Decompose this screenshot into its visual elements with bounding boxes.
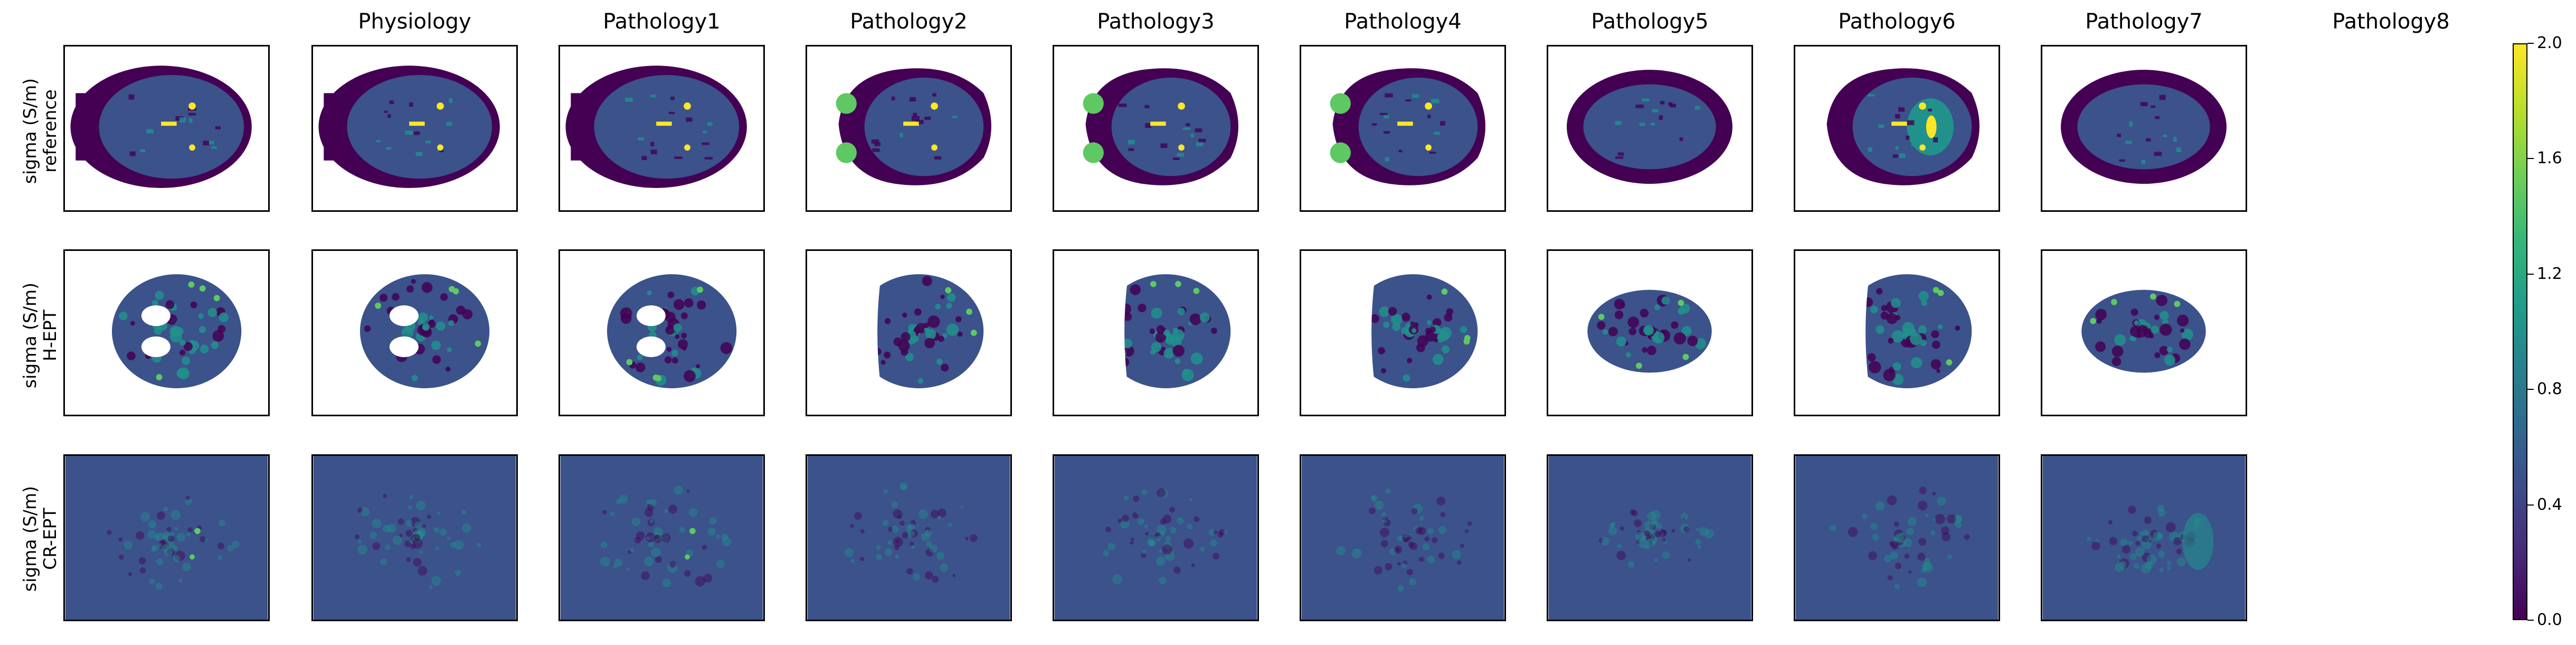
row-label-method: reference xyxy=(40,89,61,173)
panel-cr-ept-5 xyxy=(1053,454,1259,621)
conductivity-map xyxy=(1085,251,1231,415)
conductivity-map xyxy=(1332,251,1478,415)
column-title-physiology: Physiology xyxy=(358,10,471,34)
panel-reference-1 xyxy=(63,45,270,212)
conductivity-map xyxy=(318,66,500,188)
panel-cr-ept-3 xyxy=(558,454,765,621)
conductivity-map xyxy=(1548,456,1751,620)
column-title-pathology1: Pathology1 xyxy=(603,10,721,34)
column-title-pathology4: Pathology4 xyxy=(1344,10,1462,34)
conductivity-map xyxy=(2081,289,2206,373)
panel-h-ept-9 xyxy=(2041,249,2247,416)
column-title-pathology2: Pathology2 xyxy=(850,10,968,34)
conductivity-map xyxy=(1587,289,1712,373)
conductivity-map xyxy=(1083,68,1238,185)
colorbar-tick-label: 0.0 xyxy=(2537,611,2562,629)
row-label-quantity: sigma (S/m) xyxy=(20,485,41,592)
column-title-pathology8: Pathology8 xyxy=(2332,10,2450,34)
panel-reference-5 xyxy=(1053,45,1259,212)
panel-reference-8 xyxy=(1794,45,2000,212)
conductivity-map xyxy=(836,68,991,185)
conductivity-map xyxy=(112,274,242,388)
conductivity-map xyxy=(838,251,984,415)
colorbar-tick-label: 1.6 xyxy=(2537,149,2562,168)
conductivity-map xyxy=(2061,70,2227,184)
panel-reference-2 xyxy=(311,45,518,212)
conductivity-map xyxy=(1826,68,1980,185)
panel-reference-9 xyxy=(2041,45,2247,212)
colorbar-tick xyxy=(2527,273,2534,275)
colorbar-tick xyxy=(2527,158,2534,160)
conductivity-map xyxy=(70,66,252,188)
panel-cr-ept-6 xyxy=(1300,454,1506,621)
panel-reference-7 xyxy=(1547,45,1753,212)
panel-h-ept-7 xyxy=(1547,249,1753,416)
panel-h-ept-4 xyxy=(806,249,1012,416)
column-title-pathology3: Pathology3 xyxy=(1097,10,1215,34)
panel-cr-ept-4 xyxy=(806,454,1012,621)
colorbar-tick-label: 1.2 xyxy=(2537,264,2562,283)
panel-cr-ept-2 xyxy=(311,454,518,621)
conductivity-map xyxy=(1795,456,1999,620)
colorbar-tick xyxy=(2527,389,2534,390)
colorbar-tick-label: 0.4 xyxy=(2537,495,2562,514)
row-label-reference: sigma (S/m) reference xyxy=(19,46,61,216)
panel-cr-ept-8 xyxy=(1794,454,2000,621)
conductivity-map xyxy=(2042,456,2246,620)
conductivity-map xyxy=(607,274,737,388)
panel-cr-ept-1 xyxy=(63,454,270,621)
panel-h-ept-5 xyxy=(1053,249,1259,416)
colorbar-tick xyxy=(2527,620,2534,621)
panel-h-ept-8 xyxy=(1794,249,2000,416)
row-label-method: CR-EPT xyxy=(40,508,61,570)
panel-h-ept-2 xyxy=(311,249,518,416)
conductivity-map xyxy=(1330,68,1485,185)
conductivity-map xyxy=(1301,456,1504,620)
conductivity-map xyxy=(1567,70,1732,184)
conductivity-map xyxy=(1054,456,1257,620)
panel-cr-ept-9 xyxy=(2041,454,2247,621)
row-label-cr-ept: sigma (S/m) CR-EPT xyxy=(19,454,61,623)
panel-h-ept-6 xyxy=(1300,249,1506,416)
conductivity-map xyxy=(560,456,763,620)
row-label-h-ept: sigma (S/m) H-EPT xyxy=(19,251,61,420)
column-title-pathology7: Pathology7 xyxy=(2085,10,2203,34)
conductivity-map xyxy=(1826,251,1972,415)
column-title-pathology5: Pathology5 xyxy=(1591,10,1709,34)
conductivity-map xyxy=(565,66,747,188)
row-label-method: H-EPT xyxy=(40,310,61,361)
conductivity-map xyxy=(65,456,268,620)
row-label-quantity: sigma (S/m) xyxy=(20,78,41,184)
colorbar xyxy=(2513,43,2527,620)
conductivity-map xyxy=(313,456,516,620)
colorbar-tick-label: 0.8 xyxy=(2537,380,2562,399)
panel-h-ept-3 xyxy=(558,249,765,416)
conductivity-map xyxy=(807,456,1010,620)
conductivity-map xyxy=(360,274,490,388)
row-label-quantity: sigma (S/m) xyxy=(20,282,41,389)
colorbar-tick xyxy=(2527,504,2534,506)
panel-reference-6 xyxy=(1300,45,1506,212)
column-title-pathology6: Pathology6 xyxy=(1838,10,1956,34)
panel-reference-3 xyxy=(558,45,765,212)
panel-reference-4 xyxy=(806,45,1012,212)
colorbar-tick-label: 2.0 xyxy=(2537,34,2562,52)
panel-cr-ept-7 xyxy=(1547,454,1753,621)
colorbar-tick xyxy=(2527,43,2534,44)
panel-h-ept-1 xyxy=(63,249,270,416)
